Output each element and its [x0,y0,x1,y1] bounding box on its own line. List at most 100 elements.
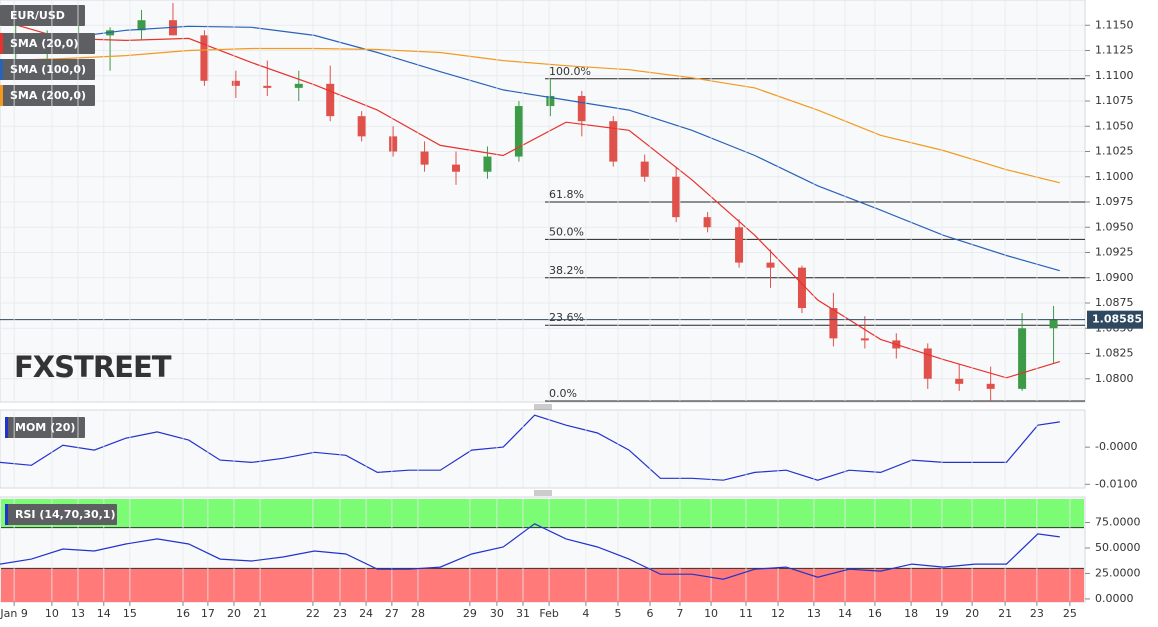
fib-label: 38.2% [549,264,584,277]
x-tick-label: 10 [45,607,59,620]
y-tick-label: 1.0800 [1095,372,1134,385]
candle-body [735,227,744,263]
candle-body [357,116,366,137]
candle-body [766,262,775,268]
series-line [0,25,1060,272]
x-tick-label: 20 [965,607,979,620]
y-tick-label: -0.0100 [1095,477,1137,490]
y-tick-label: 1.0900 [1095,271,1134,284]
legend-entry-box [5,417,85,438]
candle-body [703,217,712,228]
y-tick-label: 1.0825 [1095,347,1134,360]
symbol-label: EUR/USD [10,9,65,22]
price-panel [0,0,1086,403]
x-tick-label: 20 [227,607,241,620]
legend-entry-swatch [0,85,3,106]
x-tick-label: 27 [385,607,399,620]
y-tick-label: 75.0000 [1095,515,1141,528]
y-tick-label: 1.1075 [1095,94,1134,107]
legend-entry-box [0,33,95,54]
x-tick-label: Feb [539,607,558,620]
x-tick-label: 6 [647,607,654,620]
panel-handle[interactable] [534,490,552,496]
y-tick-label: 50.0000 [1095,541,1141,554]
series-line [0,523,1060,580]
fib-label: 100.0% [549,65,591,78]
candle-body [514,106,523,157]
legend-entry: RSI (14,70,30,1) [15,508,115,521]
overbought-zone [1,499,1084,528]
y-tick-label: -0.0000 [1095,440,1137,453]
x-tick-label: 21 [253,607,267,620]
legend-entry: SMA (200,0) [10,89,86,102]
x-tick-label: 16 [868,607,882,620]
candle-body [420,151,429,165]
candle-body [829,308,838,339]
y-tick-label: 1.0950 [1095,220,1134,233]
candle-body [294,83,303,88]
y-tick-label: 1.1125 [1095,44,1134,57]
candle-body [955,378,964,384]
x-tick-label: 16 [176,607,190,620]
series-line [0,19,1060,379]
y-tick-label: 1.1025 [1095,145,1134,158]
legend-entry: SMA (20,0) [10,37,78,50]
x-tick-label: 13 [71,607,85,620]
candle-body [672,176,681,218]
candle-body [986,383,995,389]
x-tick-label: 10 [704,607,718,620]
x-tick-label: 22 [306,607,320,620]
series-line [0,47,1060,184]
x-tick-label: Jan 9 [0,607,28,620]
y-tick-label: 1.0975 [1095,195,1134,208]
candle-body [860,338,869,341]
x-tick-label: 18 [904,607,918,620]
y-tick-label: 25.0000 [1095,566,1141,579]
oversold-zone [1,568,1084,602]
x-tick-label: 7 [676,607,683,620]
x-tick-label: 14 [838,607,852,620]
legend-entry-box [5,504,117,525]
x-tick-label: 23 [1030,607,1044,620]
momentum-panel [0,409,1086,489]
candle-body [1018,328,1027,389]
fib-label: 0.0% [549,387,577,400]
last-price-label: 1.08585 [1092,313,1142,326]
candle-body [577,95,586,122]
y-tick-label: 1.1100 [1095,69,1134,82]
legend-entry-box [0,85,95,106]
candle-body [326,83,335,117]
x-tick-label: 21 [998,607,1012,620]
series-line [0,414,1060,481]
x-tick-label: 14 [97,607,111,620]
x-tick-label: 13 [807,607,821,620]
x-tick-label: 28 [411,607,425,620]
legend-entry-swatch [0,59,3,80]
y-tick-label: 1.0875 [1095,296,1134,309]
candle-body [263,85,272,88]
candle-body [923,348,932,379]
x-tick-label: 31 [516,607,530,620]
watermark: FXSTREET [14,350,172,384]
candle-body [546,95,555,107]
fib-label: 23.6% [549,311,584,324]
legend-entry-swatch [5,417,8,438]
x-tick-label: 5 [614,607,621,620]
candle-body [389,136,398,152]
x-tick-label: 15 [123,607,137,620]
panel-handle[interactable] [534,404,552,410]
y-tick-label: 1.0925 [1095,246,1134,259]
x-tick-label: 11 [739,607,753,620]
candle-body [200,35,209,81]
last-price-box [1087,310,1143,329]
legend-entry-swatch [0,33,3,54]
candle-body [483,156,492,172]
legend-entry: MOM (20) [15,421,75,434]
candle-body [137,20,146,31]
candle-body [797,267,806,309]
candle-body [609,121,618,162]
x-tick-label: 4 [582,607,589,620]
y-tick-label: 1.1150 [1095,18,1134,31]
